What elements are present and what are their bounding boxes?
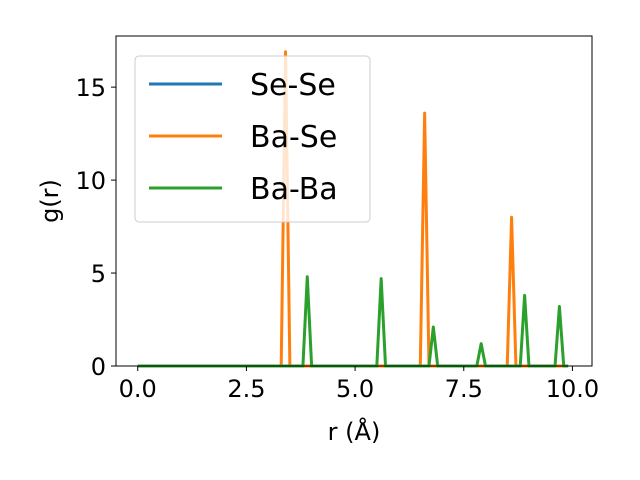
plot-frame [115,35,593,367]
legend: Se-Se Ba-Se Ba-Ba [134,55,371,223]
y-tick-label: 15 [75,74,106,102]
legend-label: Se-Se [250,68,336,103]
legend-label: Ba-Ba [250,172,338,207]
y-axis-label: g(r) [36,179,64,223]
x-axis: 0.0 2.5 5.0 7.5 10.0 [119,366,599,403]
legend-box [134,55,371,223]
x-tick-label: 0.0 [119,375,157,403]
x-axis-label: r (Å) [328,417,381,446]
y-tick-label: 0 [91,353,106,381]
legend-label: Ba-Se [250,120,337,155]
x-tick-label: 2.5 [227,375,265,403]
y-tick-label: 5 [91,260,106,288]
x-tick-label: 7.5 [445,375,483,403]
y-axis: 0 5 10 15 [75,74,116,381]
y-tick-label: 10 [75,167,106,195]
x-tick-label: 10.0 [546,375,599,403]
x-tick-label: 5.0 [336,375,374,403]
